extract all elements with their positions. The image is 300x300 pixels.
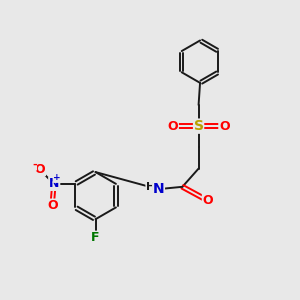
- Text: O: O: [168, 120, 178, 133]
- Text: F: F: [91, 231, 100, 244]
- Text: -: -: [32, 160, 37, 170]
- Text: N: N: [153, 182, 164, 196]
- Text: O: O: [47, 199, 58, 212]
- Text: O: O: [35, 163, 45, 176]
- Text: H: H: [146, 182, 155, 192]
- Text: S: S: [194, 119, 204, 133]
- Text: N: N: [49, 177, 59, 190]
- Text: +: +: [53, 173, 61, 182]
- Text: O: O: [202, 194, 213, 207]
- Text: O: O: [219, 120, 230, 133]
